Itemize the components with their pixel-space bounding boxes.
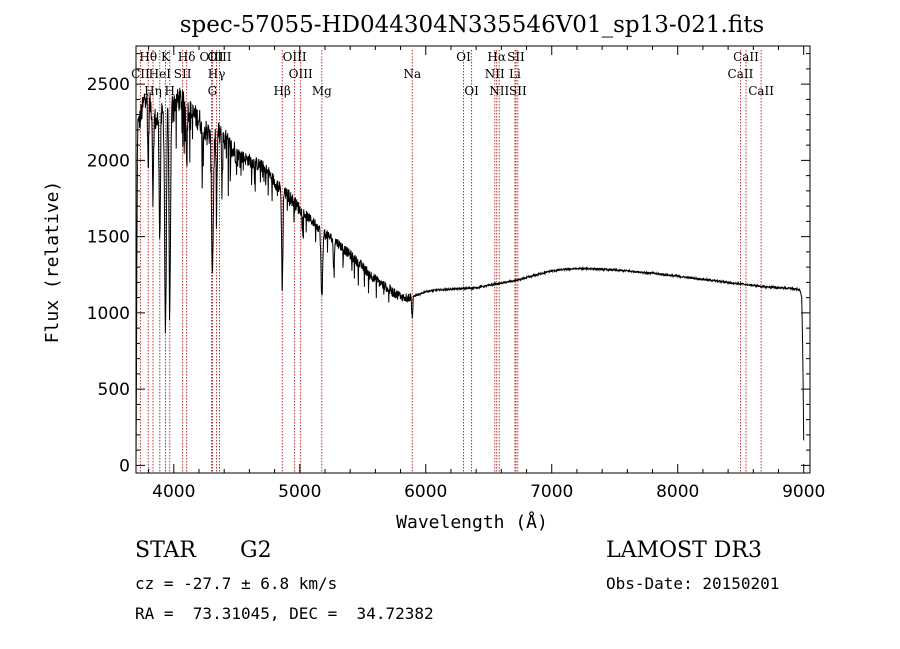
marker-label-3: HeI xyxy=(149,67,172,81)
marker-label-4: K xyxy=(161,50,171,64)
marker-label-11: OIII xyxy=(207,50,231,64)
marker-label-27: CaII xyxy=(748,84,774,98)
y-axis: 0 500 1000 1500 2000 2500 xyxy=(87,53,810,476)
marker-label-1: Hθ xyxy=(139,50,157,64)
y-tick-label-500: 500 xyxy=(98,380,130,400)
marker-label-17: OI xyxy=(456,50,471,64)
marker-label-16: Na xyxy=(403,67,421,81)
marker-label-5: H xyxy=(165,84,175,98)
marker-label-15: Mg xyxy=(312,84,332,98)
marker-label-18: OI xyxy=(464,84,479,98)
survey-name: LAMOST DR3 xyxy=(606,538,762,563)
marker-label-19: NII xyxy=(485,67,505,81)
marker-label-20: Hα xyxy=(487,50,506,64)
spectrum-series-line xyxy=(135,87,805,462)
x-axis-label: Wavelength (Å) xyxy=(396,511,548,533)
coordinates: RA = 73.31045, DEC = 34.72382 xyxy=(135,604,434,623)
marker-label-0: CII xyxy=(131,67,150,81)
y-tick-label-0: 0 xyxy=(119,456,130,476)
marker-label-12: Hβ xyxy=(274,84,291,98)
x-tick-label-9000: 9000 xyxy=(782,482,825,502)
marker-label-21: NII xyxy=(489,84,509,98)
marker-label-7: Hδ xyxy=(178,50,196,64)
x-tick-label-4000: 4000 xyxy=(152,482,195,502)
plot-frame xyxy=(135,45,811,474)
y-tick-label-2500: 2500 xyxy=(87,75,130,95)
x-tick-label-7000: 7000 xyxy=(530,482,573,502)
obs-date: Obs-Date: 20150201 xyxy=(606,574,780,593)
y-axis-label: Flux (relative) xyxy=(42,181,63,344)
marker-label-14: OIII xyxy=(289,67,313,81)
marker-label-2: Hη xyxy=(144,84,162,98)
marker-label-9: G xyxy=(208,84,218,98)
marker-label-6: SII xyxy=(174,67,192,81)
object-type: STAR xyxy=(135,538,196,563)
x-tick-label-5000: 5000 xyxy=(278,482,321,502)
marker-label-8: OIII xyxy=(200,50,224,64)
marker-label-26: CaII xyxy=(733,50,759,64)
y-tick-label-1500: 1500 xyxy=(87,228,130,248)
y-tick-label-1000: 1000 xyxy=(87,304,130,324)
chart-title: spec-57055-HD044304N335546V01_sp13-021.f… xyxy=(180,12,765,38)
x-tick-label-6000: 6000 xyxy=(404,482,447,502)
x-tick-label-8000: 8000 xyxy=(656,482,699,502)
line-markers xyxy=(139,50,762,473)
marker-label-24: SII xyxy=(509,84,527,98)
object-subclass: G2 xyxy=(240,538,272,563)
redshift-readout: cz = -27.7 ± 6.8 km/s xyxy=(135,574,338,593)
marker-label-25: CaII xyxy=(728,67,754,81)
marker-label-13: OIII xyxy=(283,50,307,64)
marker-label-23: Li xyxy=(509,67,521,81)
marker-label-10: Hγ xyxy=(208,67,226,81)
x-axis: 4000 5000 6000 7000 8000 9000 xyxy=(148,46,825,502)
y-tick-label-2000: 2000 xyxy=(87,151,130,171)
marker-label-22: SII xyxy=(507,50,525,64)
